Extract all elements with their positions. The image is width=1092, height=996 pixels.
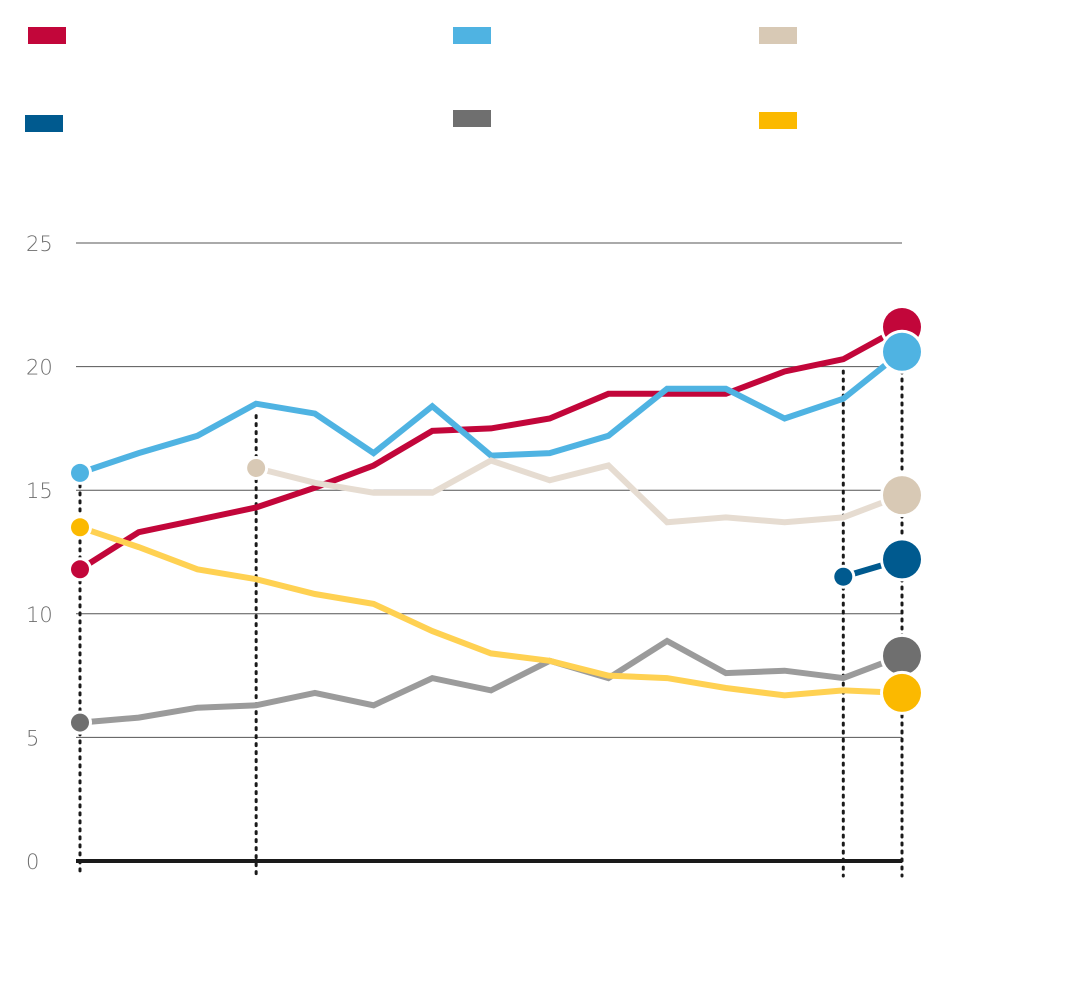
legend-swatch-dark-blue [25,115,63,132]
series-points [68,305,924,735]
legend-swatch-beige [759,27,797,44]
series-line-gray [79,637,904,726]
y-tick-label-0: 0 [26,850,39,874]
start-point-red [71,560,89,579]
gridlines [76,242,902,863]
end-point-yellow [883,673,921,712]
dotted-markers [78,337,904,878]
end-point-beige [883,476,921,515]
legend-swatch-red [28,27,66,44]
y-tick-label-10: 10 [26,603,53,627]
y-tick-label-5: 5 [26,726,39,750]
y-tick-label-20: 20 [26,356,53,380]
end-point-gray [883,636,921,675]
legend-swatch-gray [453,110,491,127]
y-tick-label-25: 25 [26,232,53,256]
start-point-light-blue [71,463,89,482]
series-lines [78,324,904,726]
legend-swatch-light-blue [453,27,491,44]
start-point-yellow [71,518,89,537]
y-axis-ticks: 0 5 10 15 20 25 [26,232,53,874]
series-line-red [78,324,904,572]
legend-swatch-yellow [759,112,797,129]
start-point-beige [247,458,266,477]
start-point-gray [71,713,89,732]
series-line-light-blue [79,349,904,476]
series-line-beige [255,457,904,526]
y-tick-label-15: 15 [26,479,53,503]
series-line-yellow [79,524,903,699]
start-point-dark-blue [834,567,853,586]
end-point-dark-blue [883,540,921,579]
end-point-light-blue [883,332,921,371]
